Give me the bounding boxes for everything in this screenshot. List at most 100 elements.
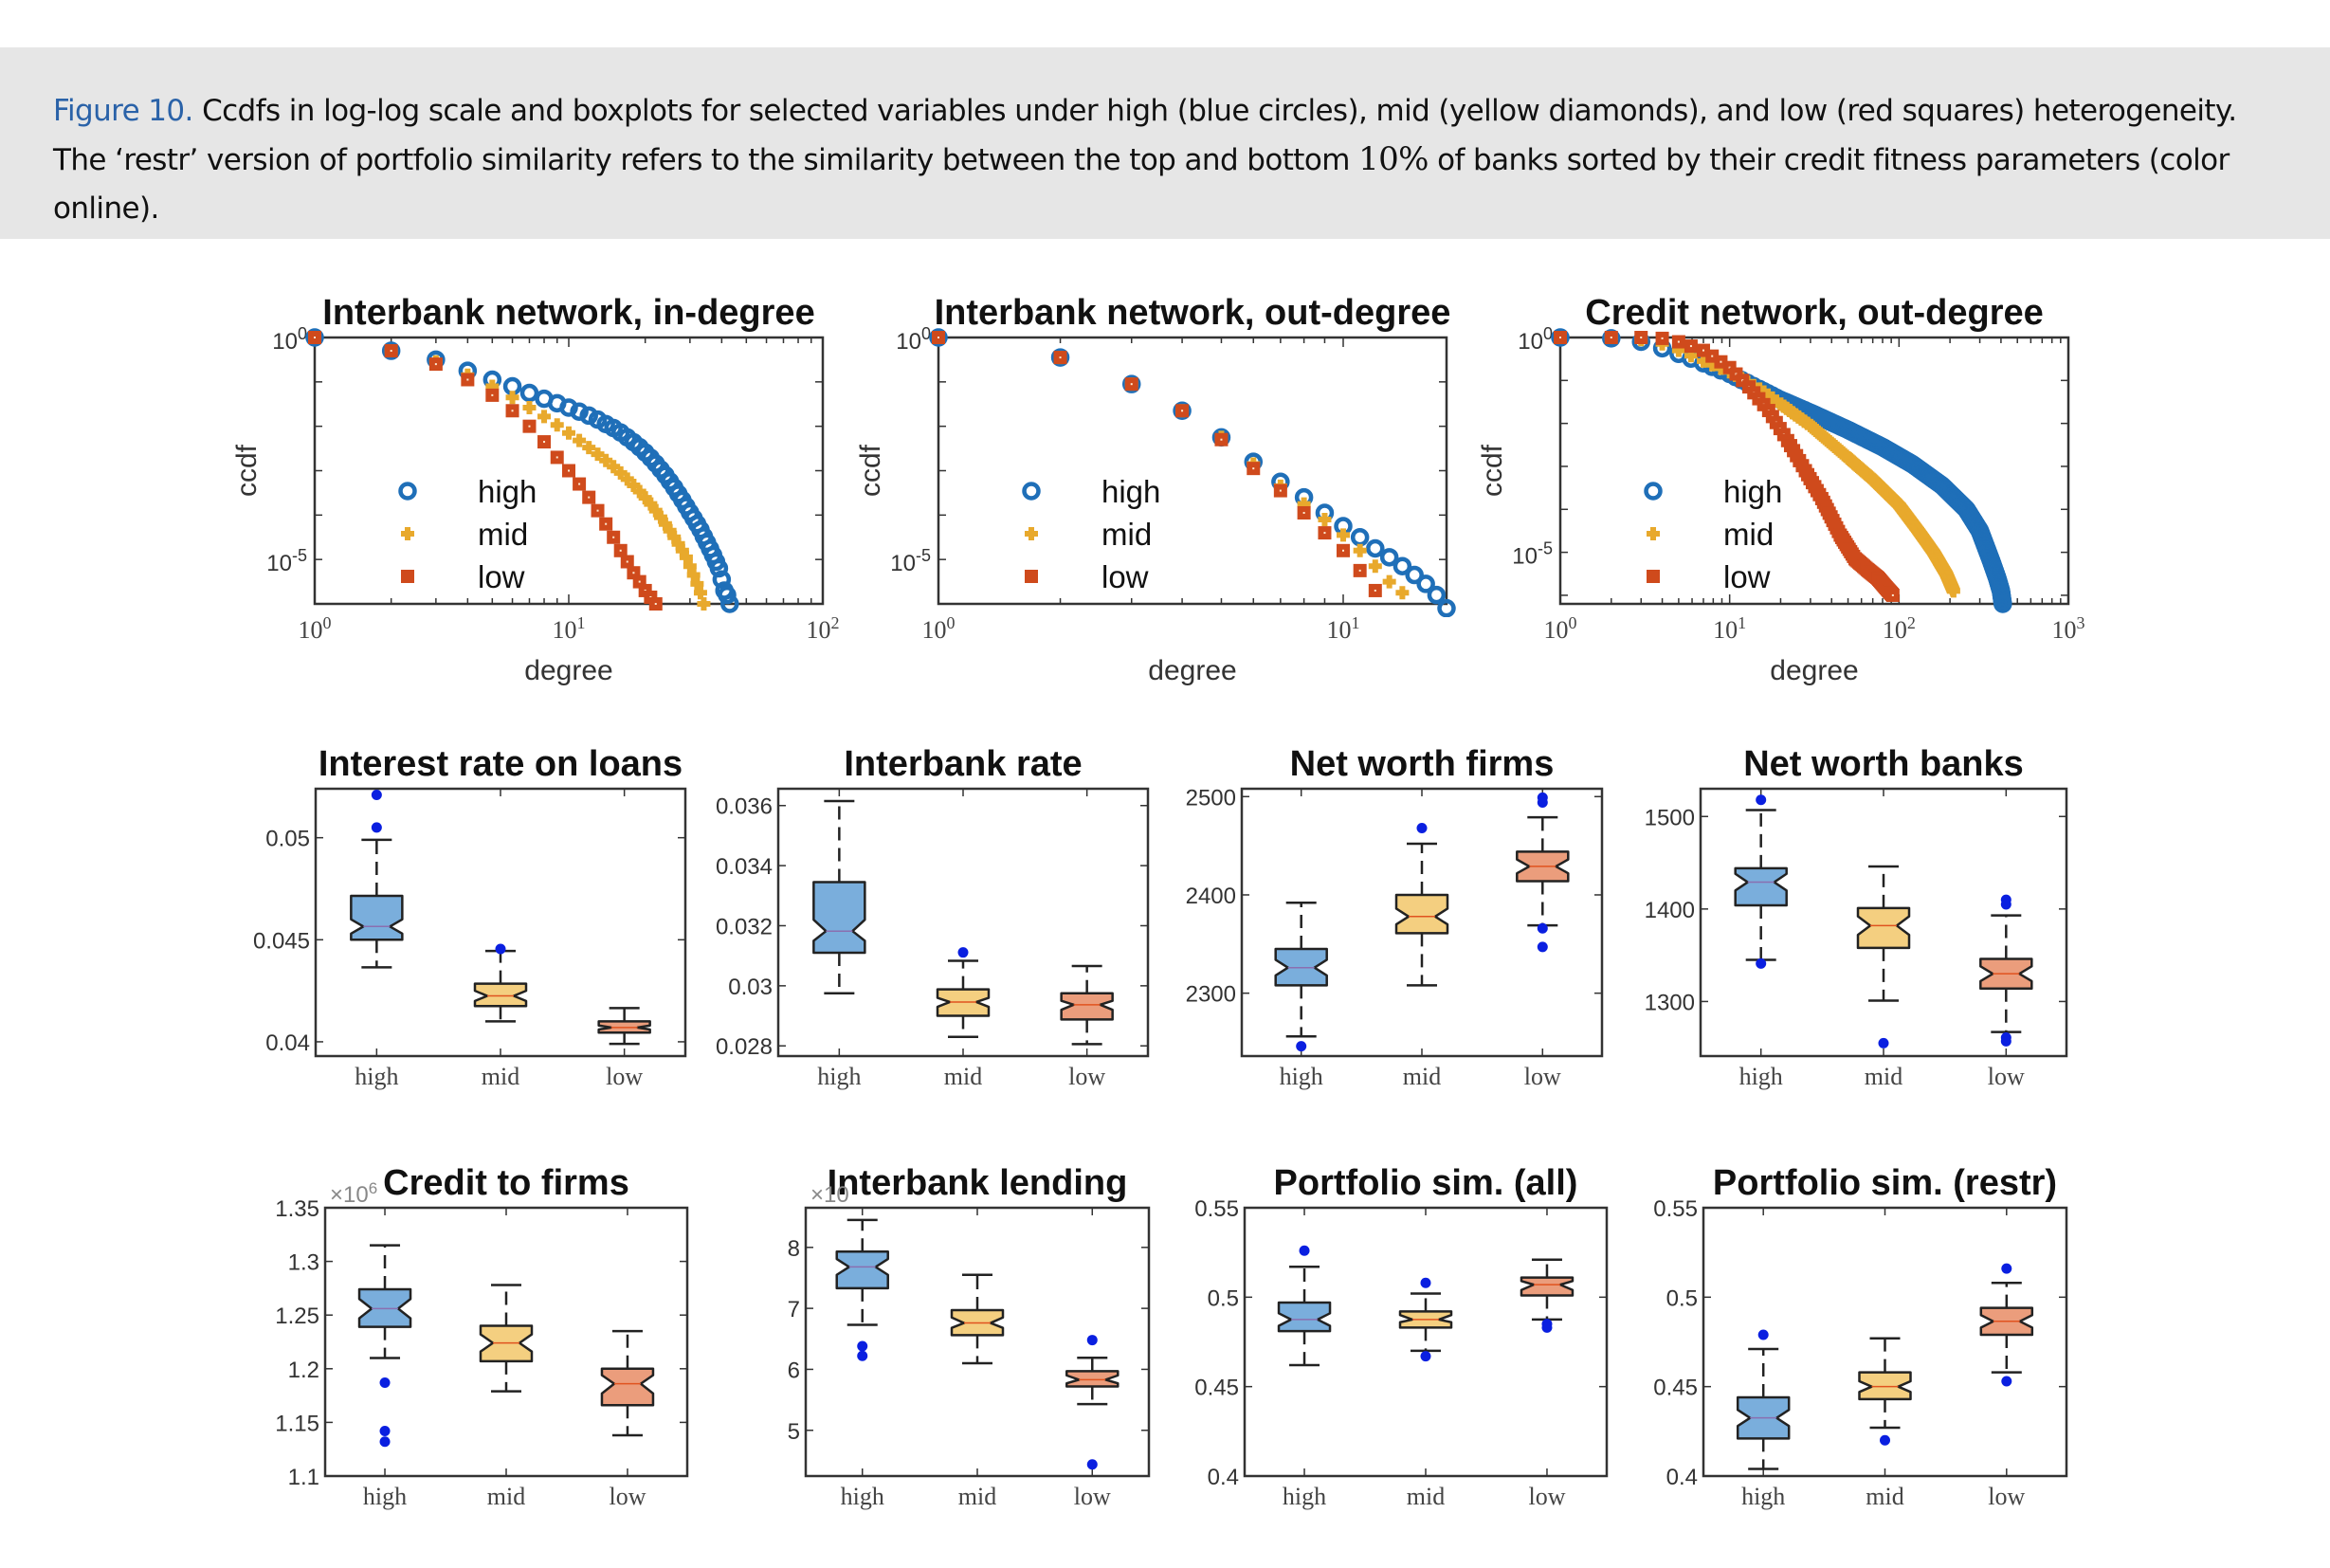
outlier-point (1756, 957, 1767, 969)
marker-low-center (1559, 337, 1561, 338)
y-tick-label: 0.028 (716, 1034, 773, 1060)
marker-mid (1395, 586, 1410, 600)
marker-low-center (1220, 438, 1223, 441)
marker-high (1379, 548, 1399, 567)
marker-mid (1297, 497, 1311, 511)
box-mid (1858, 1337, 1912, 1446)
y-tick-label: 0.45 (1653, 1376, 1698, 1401)
marker-high (1416, 574, 1435, 593)
marker-low-center (644, 589, 646, 592)
caption-percent: 10% (1358, 140, 1429, 178)
x-tick-label: low (1988, 1483, 2025, 1510)
y-tick-label: 1400 (1645, 898, 1695, 923)
figure-label: Figure 10. (53, 94, 193, 128)
marker-low-center (528, 425, 531, 428)
x-tick-label: low (1068, 1063, 1105, 1090)
legend-label-low: low (1101, 559, 1149, 594)
y-tick-label: 7 (788, 1297, 800, 1322)
marker-high (1121, 374, 1141, 393)
x-tick-label: 100 (922, 613, 956, 644)
marker-low-center (1640, 337, 1643, 338)
legend-marker-mid (401, 527, 414, 540)
marker-high (1405, 565, 1424, 585)
boxplot-panel-7: Portfolio sim. (all) 0.4 0.45 0.5 0.55 high mi… (1194, 1163, 1609, 1510)
y-tick-label: 2500 (1186, 785, 1236, 811)
y-tick-label: 1.35 (275, 1196, 319, 1222)
marker-low-center (1181, 410, 1184, 412)
x-tick-label: low (1074, 1483, 1111, 1510)
x-tick-label: low (1528, 1483, 1565, 1510)
marker-mid (573, 433, 587, 447)
outlier-point (1537, 941, 1548, 953)
legend-marker-low (401, 570, 414, 583)
marker-mid (638, 491, 652, 505)
outlier-point (1296, 1041, 1307, 1052)
x-tick-label: low (609, 1483, 646, 1510)
series-group (305, 328, 739, 613)
series-group (1551, 328, 2012, 613)
chart-title: Net worth banks (1743, 744, 2024, 784)
marker-mid (505, 391, 519, 405)
marker-mid (632, 484, 646, 499)
marker-low-center (1341, 549, 1344, 552)
boxplot-panel-1: Interest rate on loans 0.04 0.045 0.05 high m… (253, 744, 687, 1090)
y-tick-label: 0.04 (265, 1030, 310, 1056)
marker-low-center (466, 378, 469, 381)
marker-low-center (1677, 340, 1680, 343)
marker-high (1050, 348, 1070, 367)
outlier-point (1537, 922, 1548, 934)
marker-mid (1765, 391, 1779, 405)
outlier-point (2001, 1376, 2012, 1387)
box-high (1736, 1329, 1791, 1470)
y-tick-label: 0.55 (1653, 1196, 1698, 1222)
outlier-point (1420, 1277, 1431, 1288)
box-high (1277, 1245, 1332, 1367)
y-tick-label: 100 (1518, 324, 1553, 355)
outlier-point (1880, 1434, 1890, 1446)
y-tick-label: 0.045 (253, 928, 310, 954)
outlier-point (857, 1350, 868, 1361)
ccdf-panel-1: Interbank network, in-degree 100 101 102 100… (231, 293, 840, 686)
y-tick-label: 1.25 (275, 1304, 319, 1329)
marker-mid (1336, 528, 1350, 542)
x-tick-label: mid (958, 1483, 996, 1510)
outlier-point (1878, 1037, 1889, 1048)
box-body (473, 982, 528, 1008)
marker-mid (1946, 584, 1960, 598)
marker-low-center (578, 483, 581, 485)
legend-label-mid: mid (478, 517, 528, 552)
marker-mid (690, 576, 704, 591)
marker-mid (522, 400, 537, 414)
marker-low-center (314, 337, 316, 338)
legend-label-high: high (1101, 474, 1160, 509)
marker-low-center (543, 441, 546, 444)
box-mid (936, 947, 991, 1038)
x-tick-label: mid (1407, 1483, 1445, 1510)
y-tick-label: 1300 (1645, 990, 1695, 1015)
x-tick-label: 102 (1883, 613, 1916, 644)
outlier-point (371, 789, 382, 800)
marker-low-center (1302, 511, 1305, 514)
marker-high (1993, 594, 2012, 613)
x-tick-label: mid (944, 1063, 982, 1090)
marker-mid (1705, 357, 1720, 372)
outlier-point (1756, 794, 1767, 806)
chart-title: Net worth firms (1290, 744, 1555, 784)
marker-low-center (626, 560, 628, 563)
y-tick-label: 0.4 (1208, 1465, 1239, 1490)
marker-mid (693, 586, 707, 600)
marker-mid (653, 510, 667, 524)
legend-label-mid: mid (1101, 517, 1152, 552)
box-mid (950, 1273, 1005, 1365)
marker-high (381, 341, 401, 360)
marker-high (305, 328, 324, 347)
box-body (1734, 866, 1788, 907)
x-tick-label: 101 (1326, 613, 1359, 644)
x-tick-label: high (1741, 1483, 1785, 1510)
legend-label-low: low (478, 559, 525, 594)
box-high (1274, 902, 1328, 1052)
box-low (1979, 894, 2033, 1047)
chart-title: Interest rate on loans (319, 744, 683, 784)
x-tick-label: high (1283, 1483, 1326, 1510)
chart-title: Credit network, out-degree (1585, 293, 2044, 333)
